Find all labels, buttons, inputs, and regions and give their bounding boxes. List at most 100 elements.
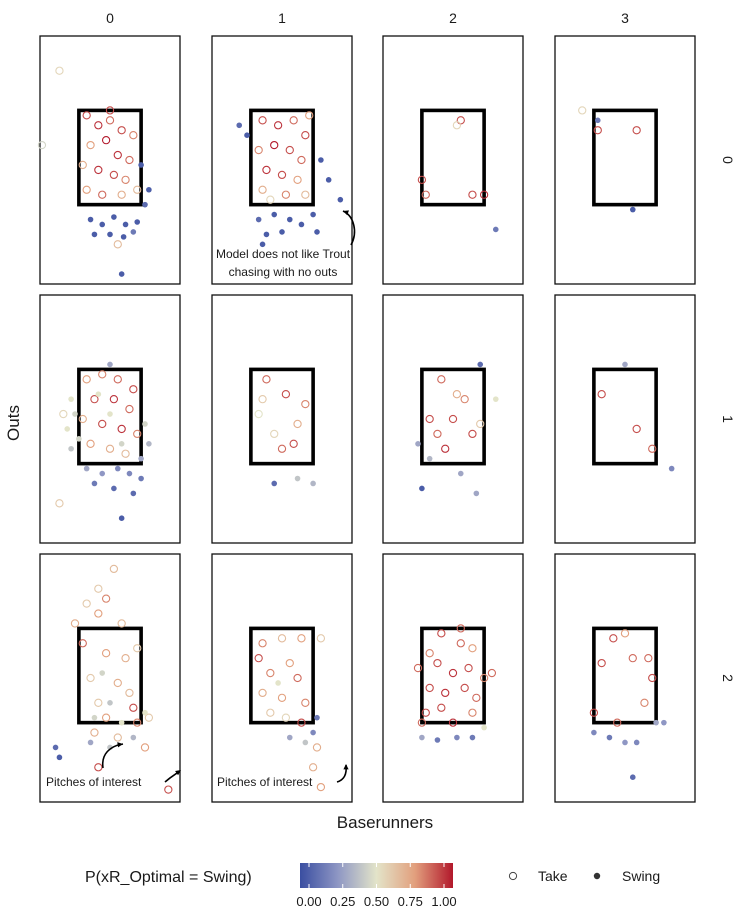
pitch-point-take: [133, 185, 142, 194]
pitch-point-take: [109, 170, 119, 180]
panel-border: [211, 294, 353, 544]
pitch-point-take: [94, 763, 103, 772]
pitch-point-take: [82, 111, 91, 120]
pitch-point-swing: [134, 219, 141, 225]
pitch-point-take: [82, 599, 91, 608]
facet-panel: [211, 294, 353, 544]
pitch-point-swing: [310, 211, 316, 218]
pitch-point-take: [632, 424, 641, 434]
pitch-point-take: [125, 155, 134, 165]
pitch-point-take: [258, 688, 267, 698]
pitch-point-take: [628, 654, 637, 663]
pitch-point-swing: [629, 206, 636, 213]
pitch-point-take: [258, 116, 267, 125]
pitch-point-take: [305, 111, 314, 120]
pitch-point-swing: [454, 734, 460, 741]
pitch-point-take: [98, 419, 107, 429]
pitch-point-take: [308, 763, 318, 772]
pitch-point-swing: [76, 436, 82, 442]
pitch-point-take: [285, 145, 294, 155]
panel-border: [382, 294, 524, 544]
pitch-point-take: [277, 170, 287, 180]
pitch-point-take: [94, 121, 103, 130]
pitch-point-take: [55, 499, 64, 508]
pitch-point-take: [270, 140, 279, 150]
pitch-point-take: [417, 718, 427, 727]
pitch-point-take: [301, 399, 310, 409]
pitch-point-swing: [56, 754, 63, 761]
pitch-point-swing: [457, 470, 464, 477]
pitch-point-take: [609, 634, 618, 643]
pitch-point-swing: [294, 475, 301, 482]
pitch-point-take: [105, 106, 115, 115]
facet-panel: [37, 35, 181, 285]
panel-border: [554, 553, 696, 803]
pitch-point-swing: [469, 734, 476, 741]
row-strip-label: 0: [720, 156, 734, 164]
pitch-point-take: [433, 658, 442, 668]
pitch-point-swing: [146, 186, 152, 193]
pitch-point-take: [468, 429, 477, 439]
pitch-point-swing: [95, 391, 102, 397]
pitch-point-take: [644, 654, 653, 663]
pitch-point-swing: [606, 734, 613, 741]
pitch-point-swing: [255, 216, 262, 223]
pitch-point-take: [133, 429, 142, 439]
pitch-point-take: [421, 708, 430, 717]
pitch-point-take: [312, 743, 322, 752]
pitch-point-take: [425, 649, 434, 658]
pitch-point-take: [452, 390, 462, 399]
pitch-point-take: [273, 121, 283, 130]
pitch-point-take: [441, 688, 450, 698]
panel-border: [211, 35, 353, 285]
pitch-point-swing: [91, 231, 98, 238]
facet-panel: [39, 553, 181, 803]
pitch-point-take: [55, 66, 64, 75]
pitch-point-take: [293, 419, 302, 429]
legend-swing-symbol: [593, 872, 601, 880]
pitch-point-swing: [107, 700, 113, 706]
pitch-point-take: [98, 190, 107, 199]
pitch-point-take: [78, 639, 87, 648]
pitch-point-swing: [661, 719, 667, 726]
pitch-point-take: [258, 395, 267, 404]
pitch-point-take: [258, 639, 267, 648]
annotations: Model does not like Trout chasing with no…: [46, 210, 356, 789]
row-strip-label: 1: [720, 415, 734, 423]
col-strip-label: 1: [278, 10, 286, 26]
pitch-point-swing: [473, 490, 480, 497]
pitch-point-take: [472, 693, 481, 702]
pitch-point-swing: [111, 214, 117, 220]
pitch-point-take: [589, 708, 599, 717]
pitch-point-take: [448, 668, 458, 678]
color-tick-label: 1.00: [431, 894, 456, 909]
y-axis-title: Outs: [4, 405, 23, 441]
pitch-point-take: [129, 385, 138, 394]
pitch-point-take: [632, 126, 641, 135]
pitch-point-swing: [142, 421, 148, 427]
pitch-point-swing: [481, 724, 487, 731]
pitch-point-swing: [275, 680, 281, 686]
pitch-point-take: [262, 375, 271, 384]
pitch-point-take: [101, 649, 111, 658]
panel-border: [39, 35, 181, 285]
pitch-point-take: [113, 240, 122, 249]
pitch-point-take: [121, 175, 130, 184]
panel-border: [39, 294, 181, 544]
row-strip-labels: 0 1 2: [720, 156, 734, 682]
facet-panel: [382, 35, 524, 285]
panel-border: [382, 553, 524, 803]
facet-panel: [211, 553, 353, 803]
pitch-point-take: [59, 409, 68, 419]
annotation-arrowhead: [117, 742, 123, 748]
pitch-point-take: [648, 444, 657, 453]
pitch-point-take: [456, 639, 465, 648]
pitch-point-take: [487, 668, 497, 678]
pitch-point-take: [121, 654, 130, 663]
pitch-point-swing: [310, 480, 316, 487]
pitch-point-swing: [122, 221, 129, 228]
pitch-point-take: [94, 165, 103, 175]
strike-zone: [592, 108, 658, 207]
pitch-point-take: [94, 609, 103, 618]
pitch-point-take: [117, 126, 126, 135]
